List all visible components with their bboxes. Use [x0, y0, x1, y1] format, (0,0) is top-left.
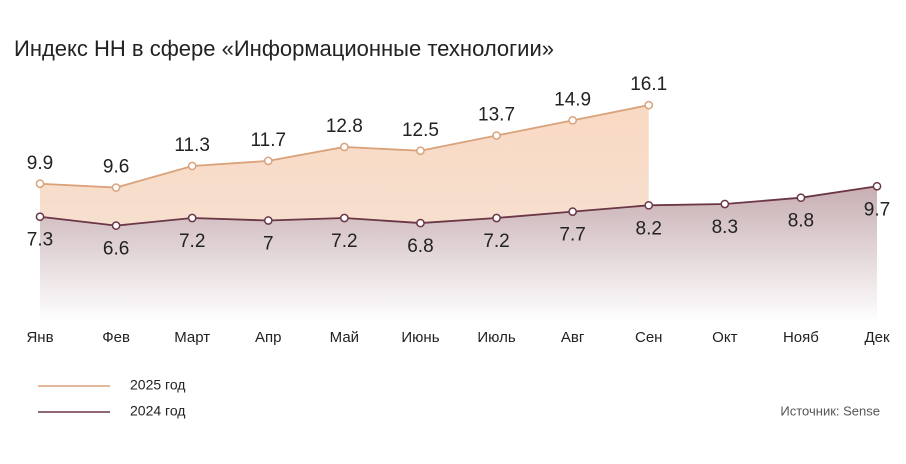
data-label: 7.2 [179, 231, 205, 252]
x-tick-label: Дек [864, 329, 890, 346]
x-tick-label: Фев [102, 329, 130, 346]
data-label: 7.2 [331, 231, 357, 252]
point [796, 193, 806, 203]
data-label: 12.5 [402, 120, 439, 141]
data-label: 14.9 [554, 89, 591, 110]
x-tick-label: Март [174, 329, 210, 346]
x-tick-label: Июнь [401, 329, 439, 346]
point [111, 183, 121, 192]
data-label: 9.9 [27, 153, 53, 174]
point [35, 179, 45, 189]
chart-title: Индекс HH в сфере «Информационные технол… [14, 36, 554, 61]
x-tick-label: Окт [712, 329, 737, 346]
point [720, 199, 730, 209]
data-label: 8.2 [636, 218, 662, 239]
point [568, 115, 577, 125]
point [568, 207, 577, 216]
point [340, 142, 349, 152]
data-label: 13.7 [478, 105, 515, 126]
point [492, 213, 501, 223]
data-label: 7.7 [559, 225, 585, 246]
point [492, 131, 501, 140]
x-tick-label: Сен [635, 329, 662, 346]
x-tick-label: Июль [477, 329, 515, 346]
point [111, 221, 121, 230]
data-label: 7.2 [483, 231, 509, 252]
legend-label: 2025 год [130, 377, 185, 393]
point [872, 181, 882, 191]
data-label: 8.3 [712, 217, 738, 238]
data-label: 6.6 [103, 239, 129, 260]
data-label: 7.3 [27, 230, 53, 251]
data-label: 8.8 [788, 211, 814, 232]
x-tick-label: Май [330, 329, 359, 346]
point [416, 218, 425, 228]
x-tick-label: Апр [255, 329, 281, 346]
point [644, 200, 654, 210]
data-label: 16.1 [630, 74, 667, 95]
point [187, 161, 197, 171]
point [187, 213, 197, 223]
point [644, 100, 654, 110]
data-label: 6.8 [407, 236, 433, 257]
data-label: 11.3 [174, 135, 210, 156]
point [340, 213, 349, 223]
point [35, 212, 45, 222]
point [416, 146, 425, 156]
line [39, 185, 878, 227]
legend-label: 2024 год [130, 403, 185, 419]
data-label: 7 [263, 234, 274, 255]
x-tick-label: Авг [561, 329, 585, 346]
data-label: 12.8 [326, 116, 363, 137]
data-label: 11.7 [250, 130, 286, 151]
point [263, 156, 273, 166]
source: Источник: Sense [780, 403, 880, 418]
x-tick-label: Нояб [783, 329, 819, 346]
x-tick-label: Янв [26, 329, 53, 346]
data-label: 9.7 [864, 199, 890, 220]
data-label: 9.6 [103, 157, 129, 178]
point [263, 216, 273, 225]
